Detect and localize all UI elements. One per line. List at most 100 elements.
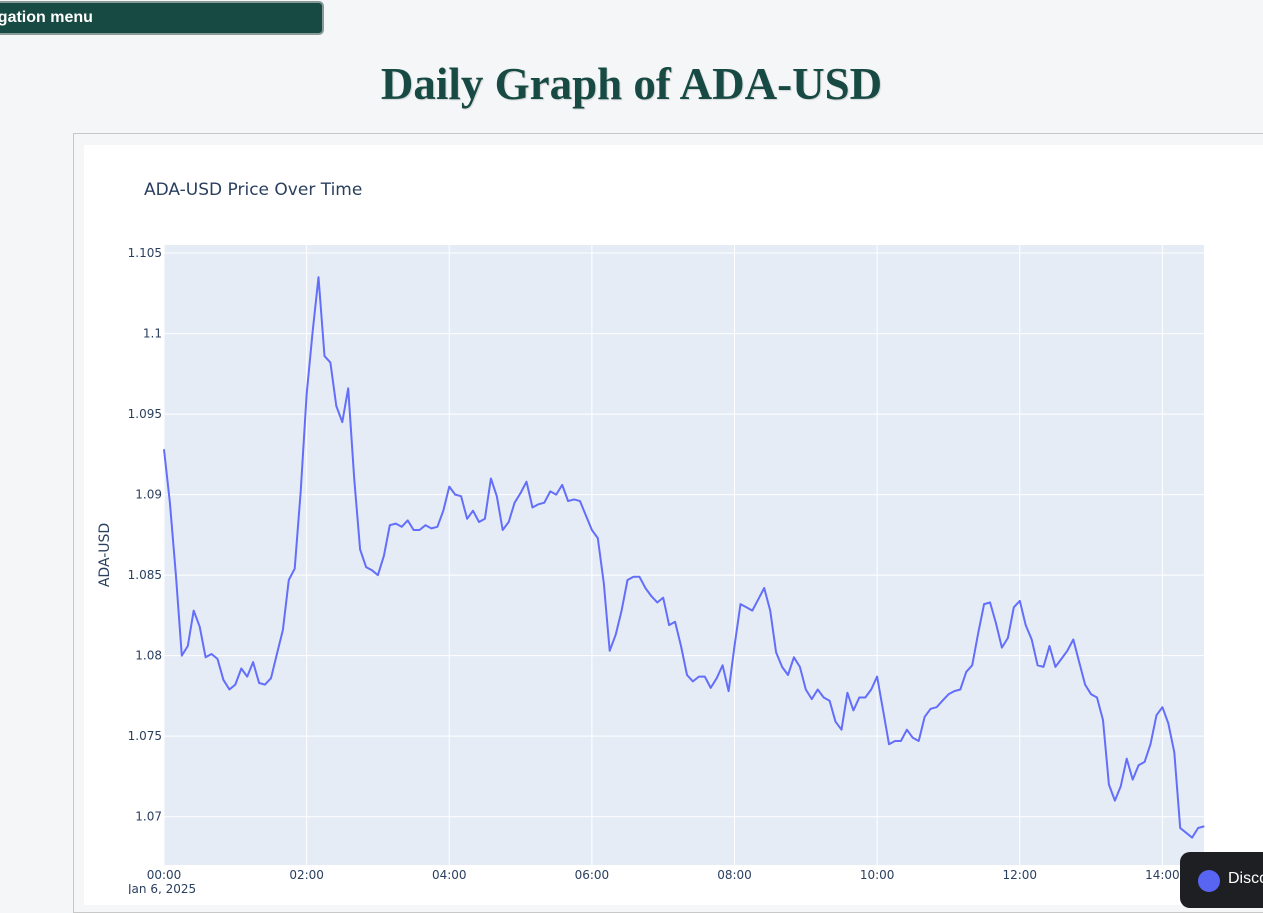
data-point — [1007, 637, 1009, 639]
data-point — [1042, 666, 1045, 668]
data-point — [632, 576, 635, 578]
x-axis-date-label: Jan 6, 2025 — [127, 882, 196, 894]
data-point — [638, 576, 641, 578]
data-point — [936, 706, 938, 708]
x-tick-label: 06:00 — [575, 868, 610, 882]
data-point — [769, 610, 771, 612]
data-point — [371, 569, 373, 571]
data-point — [520, 492, 522, 494]
data-point — [1149, 743, 1152, 745]
data-point — [525, 481, 528, 483]
data-point — [1072, 638, 1074, 641]
data-point — [763, 587, 765, 589]
data-point — [448, 486, 450, 488]
data-point — [1132, 779, 1134, 781]
data-point — [246, 676, 248, 678]
data-point — [323, 355, 326, 357]
data-point — [579, 500, 581, 502]
navigation-menu-label: Navigation menu — [0, 9, 93, 26]
data-point — [680, 645, 682, 647]
data-point — [609, 650, 611, 652]
data-point — [1114, 800, 1116, 802]
navigation-menu-button[interactable]: Navigation menu — [0, 1, 324, 35]
plot-area[interactable] — [164, 245, 1204, 865]
data-point — [395, 523, 397, 525]
data-point — [205, 656, 207, 658]
data-point — [912, 737, 914, 739]
data-point — [728, 690, 730, 692]
data-point — [1173, 751, 1175, 753]
axis-layer: 1.07 1.075 1.08 1.085 1.09 1.095 1.1 1.105 00:00… — [128, 246, 1180, 882]
data-point — [472, 510, 474, 512]
data-point — [187, 645, 189, 647]
data-point — [1048, 645, 1051, 647]
data-point — [418, 529, 421, 531]
data-point — [888, 743, 890, 745]
data-point — [781, 666, 783, 668]
data-point — [953, 690, 956, 692]
data-point — [193, 610, 195, 612]
data-point — [698, 676, 700, 678]
y-tick-label: 1.08 — [135, 649, 162, 663]
data-point — [846, 692, 849, 694]
data-point — [1108, 783, 1110, 786]
data-point — [490, 477, 492, 480]
data-point — [692, 680, 694, 683]
x-tick-label: 10:00 — [860, 868, 895, 882]
data-point — [436, 526, 438, 528]
data-point — [1138, 764, 1140, 766]
data-point — [674, 621, 676, 623]
data-point — [1144, 761, 1146, 763]
data-point — [264, 684, 266, 686]
x-tick-label: 14:00 — [1145, 868, 1180, 882]
data-point — [775, 651, 777, 654]
series-layer — [163, 276, 1205, 839]
data-point — [995, 622, 997, 625]
data-point — [745, 606, 748, 608]
y-axis-label: ADA-USD — [97, 523, 113, 587]
data-point — [644, 587, 647, 589]
data-point — [805, 688, 807, 691]
data-point — [555, 494, 557, 496]
data-point — [317, 276, 320, 278]
discord-widget[interactable]: Discord — [1180, 852, 1263, 908]
data-point — [258, 682, 260, 684]
data-point — [811, 698, 813, 700]
data-point — [407, 519, 409, 522]
data-point — [585, 514, 587, 517]
data-point — [270, 677, 272, 679]
data-point — [930, 708, 932, 710]
data-point — [965, 671, 967, 673]
data-point — [1197, 827, 1199, 829]
data-point — [1120, 785, 1122, 787]
data-point — [216, 658, 219, 660]
data-point — [662, 597, 664, 599]
data-point — [288, 579, 290, 581]
data-point — [561, 484, 563, 486]
data-point — [1179, 827, 1181, 829]
data-point — [567, 500, 569, 502]
data-point — [757, 598, 759, 600]
data-point — [537, 503, 540, 505]
price-series-line[interactable] — [163, 276, 1205, 839]
data-point — [1090, 693, 1092, 695]
chart-title: ADA-USD Price Over Time — [144, 180, 362, 200]
data-point — [359, 548, 361, 551]
data-point — [959, 688, 961, 691]
data-point — [341, 421, 343, 423]
data-point — [573, 498, 575, 500]
data-point — [840, 729, 843, 731]
data-point — [1161, 706, 1163, 708]
data-point — [1191, 837, 1193, 839]
data-point — [650, 595, 652, 597]
price-chart[interactable]: ADA-USD Price Over Time 1.071.0751.081.0… — [0, 0, 1263, 894]
data-point — [924, 716, 926, 718]
data-point — [169, 502, 171, 504]
data-point — [751, 610, 753, 612]
data-point — [454, 494, 456, 496]
data-point — [597, 537, 599, 539]
data-point — [466, 518, 468, 520]
data-point — [1001, 647, 1003, 649]
data-point — [817, 688, 819, 691]
data-point — [478, 521, 480, 523]
